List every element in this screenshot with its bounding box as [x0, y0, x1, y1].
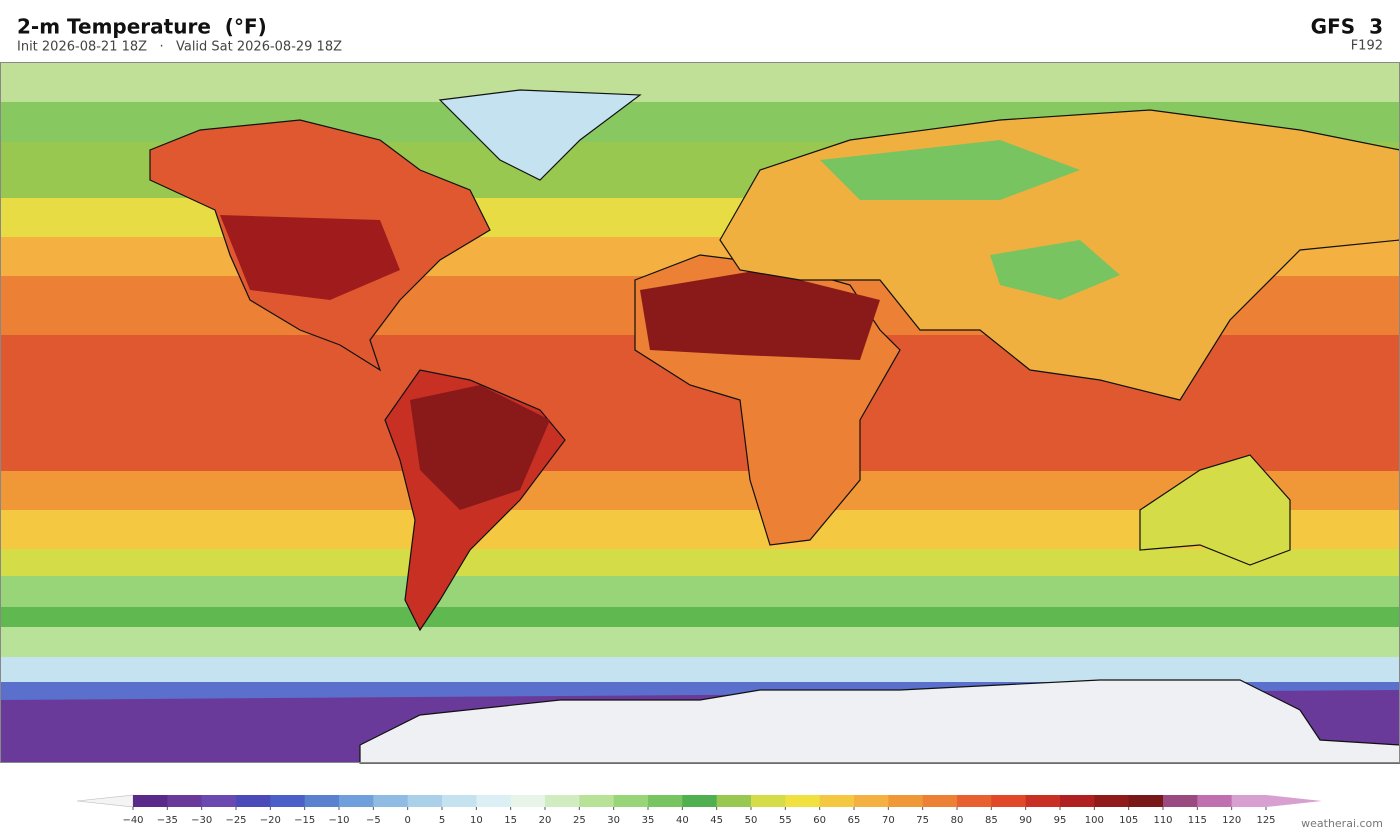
- colorbar-tick-label: 115: [1188, 815, 1207, 826]
- colorbar-tick-label: 80: [951, 815, 964, 826]
- band: [0, 62, 1400, 102]
- colorbar-bin: [201, 795, 237, 807]
- colorbar-tick-label: 75: [916, 815, 929, 826]
- colorbar-bin: [819, 795, 855, 807]
- colorbar-tick-label: 125: [1256, 815, 1275, 826]
- colorbar-bin: [648, 795, 683, 807]
- colorbar-tick-label: 35: [642, 815, 655, 826]
- colorbar-bin: [270, 795, 306, 807]
- colorbar-tick-label: 95: [1054, 815, 1067, 826]
- colorbar-bin: [613, 795, 649, 807]
- colorbar-bin: [545, 795, 580, 807]
- colorbar-tick-label: −30: [191, 815, 212, 826]
- colorbar-bin: [888, 795, 924, 807]
- colorbar-bin: [716, 795, 752, 807]
- band: [0, 657, 1400, 682]
- colorbar-bin: [991, 795, 1027, 807]
- hot-spot: [640, 270, 880, 360]
- colorbar-tick-label: 70: [882, 815, 895, 826]
- colorbar-tick-label: 105: [1119, 815, 1138, 826]
- colorbar-bin: [476, 795, 512, 807]
- colorbar-bin: [304, 795, 340, 807]
- colorbar-tick-label: 40: [676, 815, 689, 826]
- colorbar-bin: [1025, 795, 1061, 807]
- colorbar-tick-label: 85: [985, 815, 998, 826]
- colorbar-tick-label: 120: [1222, 815, 1241, 826]
- cool-spot: [990, 240, 1120, 300]
- colorbar-tick-label: 25: [573, 815, 586, 826]
- cool-spot: [820, 140, 1080, 200]
- colorbar-tick-label: 110: [1153, 815, 1172, 826]
- forecast-hour: F192: [1351, 39, 1383, 54]
- colorbar-tick-label: 20: [539, 815, 552, 826]
- colorbar-tick-label: 65: [848, 815, 861, 826]
- colorbar-tick-label: 30: [607, 815, 620, 826]
- colorbar-bin: [339, 795, 374, 807]
- hot-spot: [220, 215, 400, 300]
- colorbar-tick-label: 0: [404, 815, 410, 826]
- band: [0, 627, 1400, 657]
- colorbar-bin: [682, 795, 718, 807]
- australia: [1139, 454, 1291, 566]
- colorbar-bin: [407, 795, 443, 807]
- colorbar-bin: [1231, 795, 1267, 807]
- colorbar-tick-label: −5: [366, 815, 381, 826]
- colorbar-tick-label: −40: [122, 815, 143, 826]
- colorbar-tick-label: 45: [710, 815, 723, 826]
- band: [0, 607, 1400, 627]
- colorbar-tick-label: −35: [157, 815, 178, 826]
- colorbar-bin: [442, 795, 477, 807]
- colorbar-under: [76, 794, 134, 808]
- colorbar-bin: [1094, 795, 1130, 807]
- colorbar-tick-label: 60: [813, 815, 826, 826]
- colorbar-tick-label: −25: [225, 815, 246, 826]
- colorbar-bin: [510, 795, 546, 807]
- colorbar-tick-label: 50: [745, 815, 758, 826]
- colorbar-bin: [854, 795, 889, 807]
- colorbar-bin: [1128, 795, 1164, 807]
- colorbar-tick-label: 5: [439, 815, 445, 826]
- model: GFS 3: [1311, 15, 1383, 39]
- colorbar-tick-label: 90: [1019, 815, 1032, 826]
- subtitle: Init 2026-08-21 18Z · Valid Sat 2026-08-…: [17, 40, 342, 55]
- colorbar-bin: [1163, 795, 1198, 807]
- colorbar-bin: [236, 795, 271, 807]
- colorbar-bin: [751, 795, 786, 807]
- colorbar-over: [1266, 795, 1322, 807]
- title: 2-m Temperature (°F): [17, 15, 267, 39]
- colorbar-tick-label: 10: [470, 815, 483, 826]
- colorbar-bin: [579, 795, 615, 807]
- antarctica: [359, 679, 1400, 764]
- band: [0, 576, 1400, 607]
- colorbar: −40 −35 −30 −25 −20 −15 −10 −5 0 5 10 15 20 25 30 35 40 4…: [76, 794, 1322, 826]
- band: [0, 549, 1400, 576]
- colorbar-bin: [785, 795, 821, 807]
- colorbar-bin: [1197, 795, 1233, 807]
- colorbar-bin: [957, 795, 992, 807]
- colorbar-tick-label: −15: [294, 815, 315, 826]
- colorbar-tick-label: 55: [779, 815, 792, 826]
- greenland: [438, 89, 642, 181]
- colorbar-tick-label: 100: [1085, 815, 1104, 826]
- hot-spot: [410, 385, 550, 510]
- colorbar-bin: [922, 795, 958, 807]
- colorbar-bin: [167, 795, 203, 807]
- colorbar-bin: [373, 795, 409, 807]
- colorbar-bin: [133, 795, 168, 807]
- colorbar-tick-label: −20: [260, 815, 281, 826]
- map: [0, 62, 1400, 764]
- credit: weatherai.com: [1301, 817, 1383, 830]
- colorbar-bin: [1060, 795, 1095, 807]
- colorbar-tick-label: 15: [504, 815, 517, 826]
- colorbar-tick-label: −10: [328, 815, 349, 826]
